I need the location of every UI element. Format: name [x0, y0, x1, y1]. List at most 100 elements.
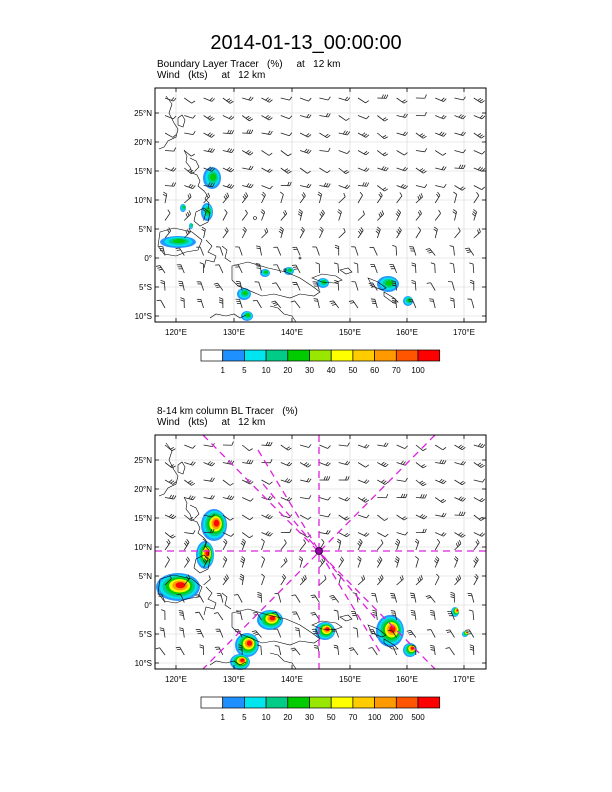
wind-barb [184, 444, 196, 449]
colorbar-label: 50 [327, 713, 336, 722]
lat-label: 15°N [134, 167, 152, 176]
wind-barb [435, 183, 447, 188]
wind-barb [280, 478, 293, 484]
colorbar-label: 20 [283, 366, 292, 375]
colorbar-box [330, 696, 354, 709]
wind-barb [175, 247, 185, 256]
wind-barb [357, 462, 370, 468]
wind-barb [396, 493, 408, 499]
wind-barb [196, 298, 204, 309]
wind-barb [299, 514, 312, 520]
wind-barb [184, 210, 192, 221]
colorbar-box [287, 696, 310, 709]
colorbar-box [395, 349, 419, 362]
wind-barb [292, 281, 301, 291]
wind-barb [353, 262, 359, 274]
wind-barb [333, 644, 340, 656]
wind-barb [473, 462, 485, 468]
wind-barb [261, 191, 266, 204]
wind-barb [473, 573, 479, 586]
wind-barb [338, 130, 351, 136]
colorbar-box [395, 696, 419, 709]
wind-barb [338, 184, 351, 189]
wind-barb [222, 129, 234, 135]
panel1-tracer-fill [160, 167, 413, 321]
wind-barb [199, 262, 204, 274]
wind-barb [299, 167, 311, 174]
wind-barb [280, 496, 293, 502]
wind-barb [338, 150, 351, 154]
lat-label: 5°S [139, 630, 152, 639]
wind-barb [319, 147, 331, 152]
wind-barb [184, 227, 191, 239]
wind-barb [396, 113, 408, 118]
wind-barb [216, 246, 224, 256]
wind-barb [164, 539, 171, 551]
wind-barb [319, 461, 331, 467]
lat-label: 25°N [134, 456, 152, 465]
wind-barb [164, 532, 176, 539]
wind-barb [222, 532, 235, 537]
wind-barb [464, 247, 475, 256]
wind-barb [376, 192, 383, 204]
wind-barb [203, 513, 215, 518]
colorbar-box [352, 696, 375, 709]
wind-barb [215, 628, 224, 638]
wind-barb [319, 575, 327, 586]
wind-barb [414, 538, 420, 551]
colorbar-box [374, 349, 397, 362]
wind-barb [261, 97, 273, 103]
wind-barb [357, 227, 364, 239]
wind-barb [222, 209, 228, 221]
wind-barb [447, 611, 455, 621]
colorbar-label: 40 [327, 366, 336, 375]
colorbar-label: 70 [348, 713, 357, 722]
wind-barb [391, 297, 397, 309]
wind-barb [222, 538, 228, 551]
wind-barb [222, 227, 229, 239]
wind-barb [202, 209, 207, 221]
wind-barb [368, 647, 378, 656]
wind-barb [396, 166, 408, 172]
lon-label: 140°E [281, 675, 303, 684]
wind-barb [426, 282, 436, 291]
wind-barb [164, 115, 177, 120]
wind-barb [410, 592, 417, 603]
wind-barb [261, 538, 265, 551]
wind-barb [469, 262, 475, 274]
panel2-coastlines [157, 442, 399, 670]
wind-barb [299, 192, 306, 204]
wind-barb [261, 441, 273, 447]
colorbar-box [244, 349, 267, 362]
wind-barb [184, 114, 196, 119]
colorbar-box [222, 349, 245, 362]
panel1-frame [154, 87, 487, 323]
wind-barb [434, 497, 447, 503]
lon-label: 170°E [453, 675, 475, 684]
wind-barb [279, 191, 284, 204]
wind-barb [319, 513, 331, 518]
wind-barb [467, 298, 475, 309]
wind-barb [329, 594, 340, 603]
wind-barb [396, 575, 404, 586]
wind-barb [377, 532, 389, 538]
wind-barb [338, 227, 346, 239]
wind-barb [215, 264, 224, 274]
wind-barb [377, 132, 388, 140]
wind-barb [434, 191, 441, 204]
wind-barb [184, 495, 196, 501]
wind-barb [310, 594, 320, 603]
wind-barb [376, 574, 384, 586]
wind-barb [329, 300, 340, 309]
wind-barb [299, 226, 305, 239]
wind-barb [406, 629, 417, 638]
lon-label: 140°E [281, 328, 303, 337]
wind-barb [338, 96, 351, 102]
wind-barb [454, 444, 466, 451]
wind-barb [291, 264, 301, 274]
wind-barb [334, 280, 340, 291]
lon-label: 120°E [165, 328, 187, 337]
wind-barb [239, 573, 245, 586]
wind-barb [434, 444, 447, 451]
wind-barb [180, 297, 185, 309]
